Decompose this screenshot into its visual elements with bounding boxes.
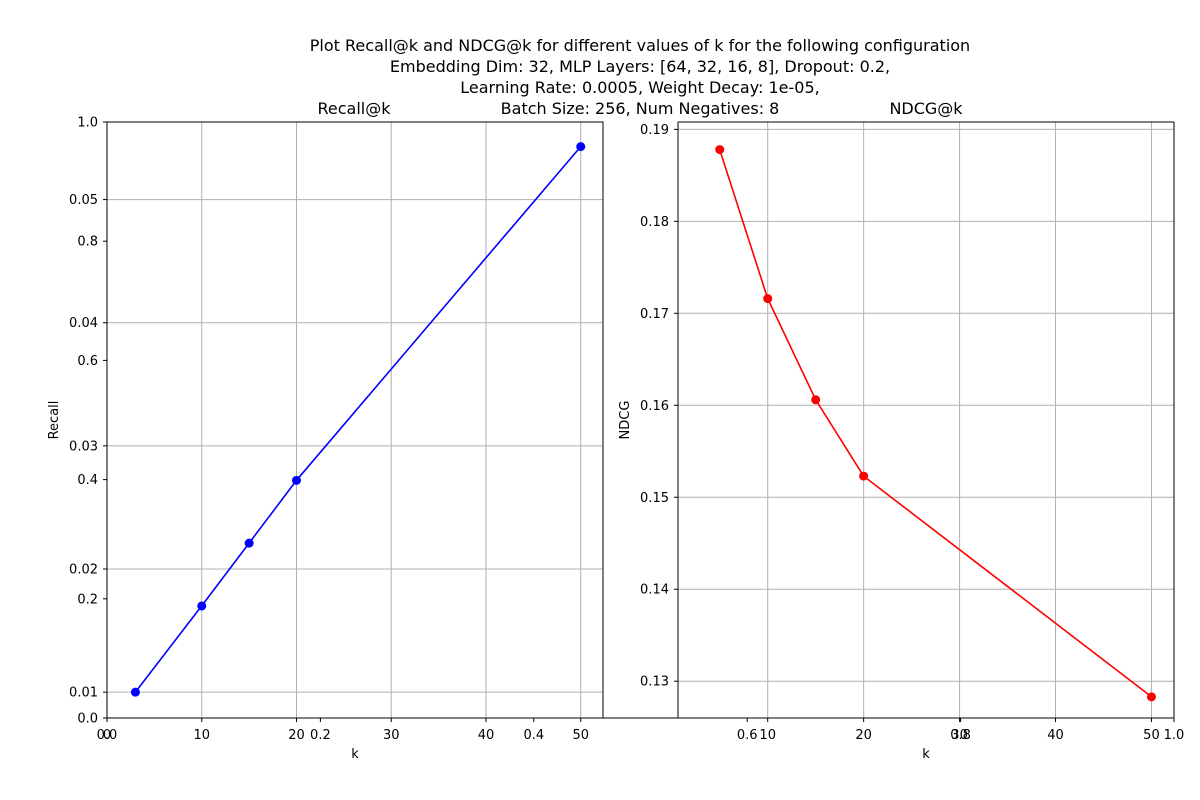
background-x-tick-label: 0.4 [523, 728, 544, 743]
recall-y-tick-label: 0.02 [69, 563, 98, 578]
ndcg-chart: 10 20 30 40 50 0.13 0.14 0.15 0.16 0.17 0.18 0.19 k… [603, 121, 1175, 762]
ndcg-point [811, 395, 821, 405]
recall-x-tick-label: 10 [193, 728, 210, 743]
recall-ticks: 0 10 20 30 40 50 0.01 0.02 0.03 0.04 0.05 [69, 193, 589, 743]
recall-y-tick-label: 0.01 [69, 686, 98, 701]
suptitle-line-3: Learning Rate: 0.0005, Weight Decay: 1e-… [460, 78, 819, 97]
ndcg-y-tick-label: 0.16 [640, 399, 669, 414]
background-y-tick-label: 0.2 [77, 592, 98, 607]
recall-point [244, 538, 254, 548]
recall-x-tick-label: 30 [383, 728, 400, 743]
ndcg-y-tick-label: 0.19 [640, 123, 669, 138]
recall-x-tick-label: 0 [103, 728, 111, 743]
recall-x-tick-label: 20 [288, 728, 305, 743]
recall-point [576, 142, 586, 152]
recall-x-axis-label: k [351, 747, 359, 762]
ndcg-ticks: 10 20 30 40 50 0.13 0.14 0.15 0.16 0.17 0.18 0.19 [640, 123, 1160, 743]
recall-y-tick-label: 0.04 [69, 316, 98, 331]
recall-axes-frame [106, 121, 604, 719]
recall-x-tick-label: 50 [572, 728, 589, 743]
recall-chart-title: Recall@k [318, 99, 392, 118]
ndcg-point [1146, 692, 1156, 702]
ndcg-gridlines [678, 122, 1174, 718]
background-x-tick-label: 0.6 [737, 728, 758, 743]
background-y-tick-label: 1.0 [77, 116, 98, 131]
recall-chart: 0 10 20 30 40 50 0.01 0.02 0.03 0.04 0.05 k Recall [47, 121, 604, 762]
ndcg-x-axis-label: k [922, 747, 930, 762]
ndcg-y-tick-label: 0.15 [640, 491, 669, 506]
suptitle-line-2: Embedding Dim: 32, MLP Layers: [64, 32, … [390, 57, 890, 76]
ndcg-x-tick-label: 40 [1047, 728, 1064, 743]
background-y-tick-label: 0.4 [77, 473, 98, 488]
ndcg-y-tick-label: 0.14 [640, 583, 669, 598]
ndcg-x-tick-label: 20 [855, 728, 872, 743]
background-y-tick-label: 0.6 [77, 354, 98, 369]
ndcg-x-tick-label: 50 [1143, 728, 1160, 743]
suptitle-line-1: Plot Recall@k and NDCG@k for different v… [310, 36, 970, 55]
ndcg-point [763, 294, 773, 304]
ndcg-x-tick-label: 10 [759, 728, 776, 743]
background-x-tick-label: 1.0 [1164, 728, 1185, 743]
suptitle-line-4: Batch Size: 256, Num Negatives: 8 [501, 99, 780, 118]
recall-x-tick-label: 40 [478, 728, 495, 743]
ndcg-y-axis-label: NDCG [618, 401, 633, 440]
ndcg-line [718, 149, 1152, 698]
ndcg-y-tick-label: 0.17 [640, 307, 669, 322]
background-x-tick-label: 0.8 [950, 728, 971, 743]
recall-y-tick-label: 0.05 [69, 193, 98, 208]
figure-suptitle: Plot Recall@k and NDCG@k for different v… [310, 36, 970, 118]
ndcg-y-tick-label: 0.18 [640, 215, 669, 230]
background-axis-ticks: 0.0 0.2 0.4 0.6 0.8 1.0 0.0 0.2 0.4 0.6 0.8 1.0 [77, 116, 1184, 744]
background-x-tick-label: 0.2 [310, 728, 331, 743]
background-y-tick-label: 0.0 [77, 712, 98, 727]
recall-point [197, 601, 207, 611]
recall-point [291, 475, 301, 485]
ndcg-series [715, 145, 1156, 702]
recall-gridlines [106, 122, 603, 718]
ndcg-y-tick-label: 0.13 [640, 675, 669, 690]
recall-series [130, 142, 586, 697]
background-x-tick-label: 0.0 [97, 728, 118, 743]
ndcg-point [859, 471, 869, 481]
background-y-tick-label: 0.8 [77, 235, 98, 250]
recall-y-tick-label: 0.03 [69, 439, 98, 454]
ndcg-x-tick-label: 30 [951, 728, 968, 743]
ndcg-point [715, 145, 725, 155]
ndcg-chart-title: NDCG@k [889, 99, 963, 118]
recall-y-axis-label: Recall [47, 401, 62, 440]
recall-point [130, 687, 140, 697]
